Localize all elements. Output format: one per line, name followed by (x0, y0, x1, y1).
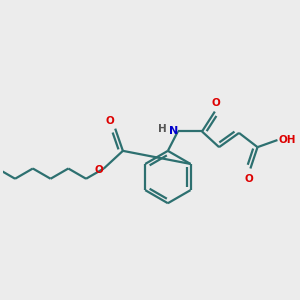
Text: O: O (244, 174, 253, 184)
Text: N: N (169, 127, 178, 136)
Text: O: O (106, 116, 115, 126)
Text: O: O (94, 165, 103, 175)
Text: OH: OH (279, 135, 296, 145)
Text: H: H (158, 124, 167, 134)
Text: O: O (211, 98, 220, 108)
